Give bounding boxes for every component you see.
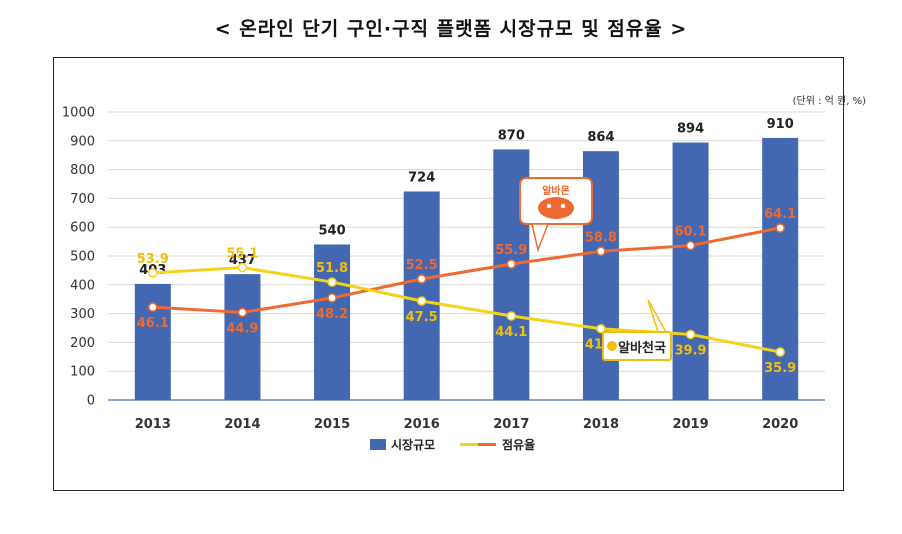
albamon-share-line (152, 226, 781, 314)
albamon-share-point (148, 302, 158, 312)
albaheaven-callout-pointer (647, 299, 668, 333)
y-tick-label: 600 (70, 221, 95, 236)
bar (672, 142, 709, 400)
albaheaven-logo-mark (607, 341, 617, 351)
x-tick-label: 2019 (672, 417, 708, 432)
albaheaven-share-value-label: 47.5 (406, 310, 438, 325)
albamon-share-value-label: 46.1 (137, 316, 169, 331)
albamon-share-point (685, 240, 696, 251)
y-tick-label: 700 (70, 192, 95, 207)
albamon-share-point (775, 223, 785, 233)
y-tick-label: 1000 (62, 106, 95, 121)
albamon-share-value-label: 55.9 (495, 243, 527, 258)
x-tick-label: 2013 (135, 417, 171, 432)
albaheaven-share-point (506, 311, 517, 321)
y-tick-label: 200 (70, 336, 95, 351)
albamon-share-value-label: 60.1 (675, 225, 707, 240)
albamon-logo-text: 알바몬 (542, 184, 570, 197)
albamon-logo-mascot (538, 197, 574, 219)
y-tick-label: 0 (87, 394, 95, 409)
legend-label: 시장규모 (391, 438, 435, 452)
albamon-share-point (237, 307, 248, 318)
albaheaven-logo-box (602, 331, 672, 361)
legend-label: 점유율 (502, 437, 535, 452)
x-tick-label: 2016 (404, 417, 440, 432)
legend-bar-swatch (370, 439, 386, 450)
albamon-share-point (416, 274, 427, 284)
bar-value-label: 894 (677, 122, 704, 137)
bar-value-label: 724 (408, 170, 435, 185)
albaheaven-share-line (152, 266, 781, 354)
chart-frame (53, 57, 844, 491)
x-tick-label: 2020 (762, 417, 798, 432)
bar-value-label: 864 (587, 130, 614, 145)
albaheaven-share-value-label: 35.9 (764, 361, 796, 376)
bar (403, 191, 440, 400)
albamon-mascot-eye (546, 203, 552, 209)
albamon-share-value-label: 44.9 (226, 321, 258, 336)
y-tick-label: 100 (70, 365, 95, 380)
x-tick-label: 2015 (314, 417, 350, 432)
bar (224, 274, 261, 400)
bar-value-label: 870 (498, 128, 525, 143)
bar (134, 283, 171, 400)
albamon-share-value-label: 64.1 (764, 207, 796, 222)
bar (314, 244, 351, 400)
page-title: < 온라인 단기 구인·구직 플랫폼 시장규모 및 점유율 > (214, 18, 688, 40)
bar-value-label: 437 (229, 253, 256, 268)
albaheaven-share-point (237, 262, 248, 273)
albaheaven-logo-text: 알바천국 (618, 340, 666, 356)
x-tick-label: 2014 (224, 417, 260, 432)
albamon-mascot-eye (560, 203, 566, 209)
albamon-share-value-label: 48.2 (316, 307, 348, 322)
y-tick-label: 400 (70, 278, 95, 293)
albamon-callout-pointer (531, 223, 550, 253)
unit-note: (단위 : 억 원, %) (792, 96, 866, 107)
x-tick-label: 2018 (583, 417, 619, 432)
y-tick-label: 500 (70, 250, 95, 265)
albaheaven-share-point (775, 347, 785, 357)
albaheaven-share-value-label: 53.9 (137, 252, 169, 267)
albamon-share-point (506, 259, 517, 269)
albaheaven-share-point (416, 296, 427, 306)
bar-value-label: 540 (318, 223, 345, 238)
albamon-share-value-label: 58.8 (585, 230, 617, 245)
albaheaven-share-value-label: 55.1 (226, 247, 258, 262)
albaheaven-share-point (148, 268, 158, 278)
albaheaven-share-point (685, 329, 696, 340)
y-tick-label: 300 (70, 307, 95, 322)
albamon-share-value-label: 52.5 (406, 258, 438, 273)
y-tick-label: 900 (70, 134, 95, 149)
bar-value-label: 910 (767, 117, 794, 132)
albaheaven-share-value-label: 44.1 (495, 325, 527, 340)
x-tick-label: 2017 (493, 417, 529, 432)
albaheaven-share-point (596, 323, 606, 334)
albamon-share-point (327, 293, 337, 303)
albaheaven-share-point (327, 277, 337, 287)
albamon-share-point (596, 246, 606, 257)
albaheaven-share-value-label: 51.8 (316, 261, 348, 276)
y-tick-label: 800 (70, 163, 95, 178)
albaheaven-share-value-label: 39.9 (675, 343, 707, 358)
